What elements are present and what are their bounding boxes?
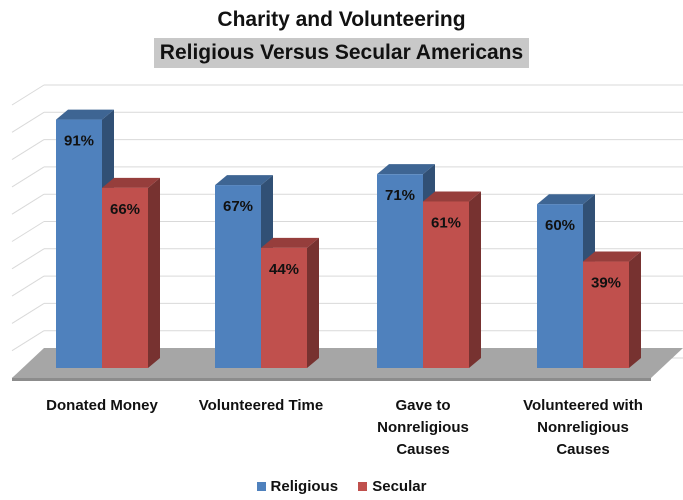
gridline-side — [11, 193, 45, 215]
category-label-line: Nonreligious — [377, 419, 469, 436]
category-label: Donated Money — [46, 397, 158, 414]
floor-top — [12, 348, 683, 378]
legend-swatch-religious — [256, 482, 266, 491]
gridline-side — [11, 139, 45, 161]
gridline-side — [11, 330, 45, 352]
category-label-line: Volunteered with — [523, 397, 643, 414]
gridline-side — [11, 221, 45, 242]
category-label: Volunteered with Nonreligious Causes — [523, 397, 643, 458]
category-label-line: Gave to — [395, 397, 450, 414]
title-block: Charity and Volunteering Religious Versu… — [0, 6, 683, 68]
category-label-line: Causes — [396, 441, 449, 458]
bar-side-secular — [307, 237, 319, 368]
category-label-line: Nonreligious — [537, 419, 629, 436]
bar-religious — [56, 119, 102, 368]
legend-item-secular: Secular — [358, 478, 426, 495]
gridline-side — [11, 275, 45, 297]
data-label-religious: 71% — [385, 187, 415, 204]
bars — [56, 109, 641, 368]
category-label-line: Donated Money — [46, 397, 158, 414]
chart-subtitle: Religious Versus Secular Americans — [153, 38, 530, 68]
category-label: Volunteered Time — [199, 397, 323, 414]
chart-title: Charity and Volunteering — [217, 8, 466, 31]
bar-side-secular — [148, 177, 160, 368]
bar-religious — [537, 204, 583, 368]
legend-label-secular: Secular — [372, 478, 427, 495]
bar-top-religious — [56, 109, 114, 120]
bar-side-secular — [469, 191, 481, 368]
gridline-side — [11, 302, 45, 324]
category-label-line: Volunteered Time — [199, 397, 323, 414]
floor-edge — [12, 378, 651, 381]
gridline-side — [11, 248, 45, 270]
data-label-secular: 61% — [431, 214, 461, 231]
category-labels: Donated Money Volunteered Time Gave to Nonr… — [46, 397, 643, 458]
gridline-side — [11, 166, 45, 188]
category-label: Gave to Nonreligious Causes — [377, 397, 469, 458]
data-label-secular: 66% — [110, 201, 140, 218]
bar-top-secular — [102, 177, 160, 188]
data-labels: 91% 66% 67% 44% 71% 61% 60% 39% — [64, 133, 621, 292]
chart-floor — [12, 348, 683, 381]
bar-top-secular — [423, 191, 481, 202]
data-label-religious: 91% — [64, 133, 94, 150]
bar-secular — [261, 247, 307, 368]
bar-secular — [102, 187, 148, 368]
bar-religious — [215, 185, 261, 368]
bar-side-secular — [629, 251, 641, 368]
data-label-secular: 39% — [591, 275, 621, 292]
bar-top-secular — [261, 237, 319, 248]
legend-label-religious: Religious — [270, 478, 339, 495]
category-label-line: Causes — [556, 441, 609, 458]
data-label-religious: 60% — [545, 217, 575, 234]
legend: Religious Secular — [0, 478, 683, 495]
bar-secular — [583, 261, 629, 368]
legend-item-religious: Religious — [256, 478, 339, 495]
bar-religious — [377, 174, 423, 368]
data-label-religious: 67% — [223, 198, 253, 215]
bar-top-secular — [583, 251, 641, 262]
gridline-side — [11, 84, 45, 106]
data-label-secular: 44% — [269, 261, 299, 278]
bar-top-religious — [215, 175, 273, 186]
legend-swatch-secular — [358, 482, 368, 491]
gridline-side — [11, 111, 45, 133]
bar-secular — [423, 201, 469, 368]
bar-top-religious — [537, 194, 595, 205]
bar-top-religious — [377, 164, 435, 175]
